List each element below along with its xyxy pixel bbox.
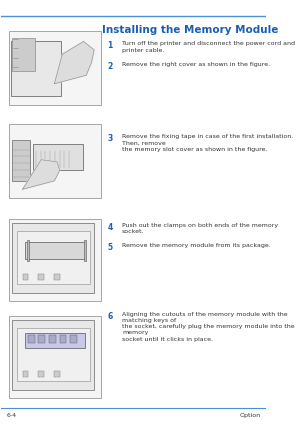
Text: 3: 3 — [107, 134, 112, 143]
Text: 4: 4 — [107, 223, 112, 232]
Bar — [11, 41, 61, 96]
Bar — [28, 335, 34, 343]
Bar — [12, 320, 94, 390]
Bar — [38, 371, 44, 377]
Bar — [38, 274, 44, 280]
Bar — [12, 223, 94, 293]
Bar — [22, 371, 28, 377]
Polygon shape — [54, 42, 94, 84]
Text: 6: 6 — [107, 312, 112, 321]
Bar — [49, 335, 56, 343]
Text: Turn off the printer and disconnect the power cord and printer cable.: Turn off the printer and disconnect the … — [122, 42, 295, 53]
Bar — [12, 38, 35, 71]
Bar — [12, 140, 30, 181]
Bar — [22, 274, 28, 280]
Bar — [25, 333, 85, 348]
Bar — [38, 335, 45, 343]
Bar — [17, 231, 90, 284]
FancyBboxPatch shape — [9, 316, 101, 398]
Polygon shape — [22, 160, 60, 189]
Text: Option: Option — [240, 413, 261, 418]
FancyBboxPatch shape — [9, 219, 101, 301]
Bar — [25, 243, 85, 259]
Bar — [54, 274, 60, 280]
Text: Remove the right cover as shown in the figure.: Remove the right cover as shown in the f… — [122, 62, 270, 67]
Text: 1: 1 — [107, 42, 112, 51]
Text: Push out the clamps on both ends of the memory socket.: Push out the clamps on both ends of the … — [122, 223, 278, 234]
Text: Installing the Memory Module: Installing the Memory Module — [102, 25, 278, 34]
Text: 2: 2 — [107, 62, 112, 71]
Bar — [17, 328, 90, 381]
Bar — [60, 335, 66, 343]
Bar — [83, 241, 86, 261]
Text: Remove the fixing tape in case of the first installation. Then, remove
the memor: Remove the fixing tape in case of the fi… — [122, 134, 293, 152]
Bar — [33, 144, 83, 170]
Text: 6-4: 6-4 — [7, 413, 17, 418]
Bar — [70, 335, 77, 343]
FancyBboxPatch shape — [9, 124, 101, 198]
Bar — [54, 371, 60, 377]
FancyBboxPatch shape — [9, 31, 101, 105]
Bar — [27, 241, 29, 261]
Text: Remove the memory module from its package.: Remove the memory module from its packag… — [122, 244, 271, 248]
Text: 5: 5 — [107, 244, 112, 252]
Text: Aligning the cutouts of the memory module with the matching keys of
the socket, : Aligning the cutouts of the memory modul… — [122, 312, 295, 342]
